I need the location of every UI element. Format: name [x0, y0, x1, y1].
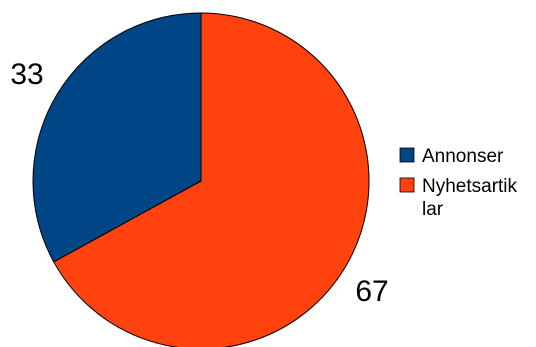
pie-slices: [32, 12, 370, 347]
legend: Annonser Nyhetsartik lar: [399, 146, 518, 220]
legend-label-line: lar: [422, 199, 444, 220]
legend-label-line: Annonser: [422, 146, 504, 167]
legend-entry-annonser: Annonser: [399, 146, 504, 167]
pie-data-labels: 33 67: [10, 58, 388, 308]
pie-slice-annonser: [32, 12, 202, 263]
legend-swatch: [399, 147, 415, 163]
pie-slice-nyhetsartiklar: [53, 12, 370, 347]
legend-swatch: [399, 177, 415, 193]
legend-label-line: Nyhetsartik: [422, 176, 518, 197]
legend-label: Annonser: [422, 146, 504, 167]
legend-entry-nyhetsartiklar: Nyhetsartik lar: [399, 176, 518, 220]
data-label-nyhetsartiklar: 67: [355, 275, 388, 308]
data-label-annonser: 33: [10, 58, 43, 91]
legend-label: Nyhetsartik lar: [422, 176, 518, 220]
